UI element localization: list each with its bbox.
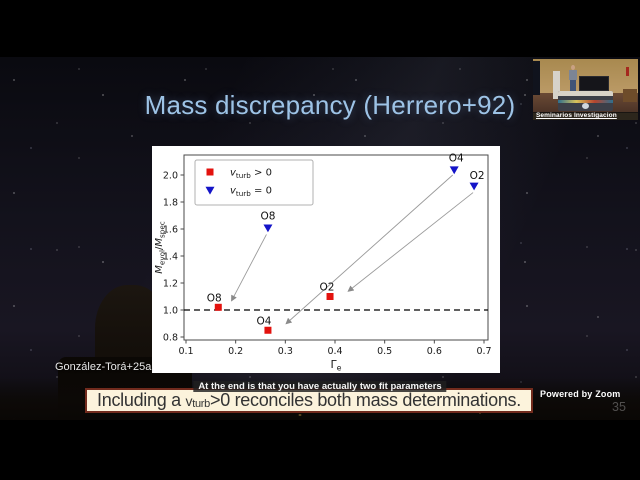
svg-text:0.6: 0.6 [427, 346, 442, 357]
speaker-head [571, 65, 575, 70]
svg-text:2.0: 2.0 [163, 170, 178, 181]
speaker-legs [570, 80, 576, 91]
svg-text:Γe: Γe [331, 358, 342, 373]
svg-text:Mevol/Mspec: Mevol/Mspec [154, 221, 167, 273]
svg-text:O8: O8 [207, 292, 222, 304]
svg-text:1.0: 1.0 [163, 305, 178, 316]
svg-text:vturb = 0: vturb = 0 [230, 186, 272, 199]
svg-text:1.8: 1.8 [163, 197, 178, 208]
svg-text:O4: O4 [449, 153, 464, 165]
powered-by-zoom: Powered by Zoom [540, 389, 621, 399]
svg-text:0.2: 0.2 [228, 346, 243, 357]
webcam-cabinet [623, 89, 637, 102]
svg-text:O8: O8 [260, 211, 275, 223]
svg-text:O4: O4 [256, 315, 271, 327]
speaker-torso [569, 70, 577, 80]
webcam-tile[interactable]: Seminarios Investigacion [533, 59, 638, 120]
desk-stripe [558, 100, 613, 103]
slide-title: Mass discrepancy (Herrero+92) [144, 90, 516, 120]
svg-text:1.2: 1.2 [163, 278, 178, 289]
citation: González-Torá+25a [55, 361, 152, 373]
desk-logo [582, 103, 589, 109]
takeaway-text-prefix: Including a [97, 390, 186, 410]
svg-text:0.7: 0.7 [476, 346, 491, 357]
svg-text:0.8: 0.8 [163, 332, 178, 343]
slide-page-number: 35 [612, 400, 626, 414]
svg-text:0.4: 0.4 [327, 346, 342, 357]
svg-text:O2: O2 [470, 170, 485, 182]
webcam-label: Seminarios Investigacion [533, 112, 638, 120]
svg-text:1.6: 1.6 [163, 224, 178, 235]
svg-text:0.3: 0.3 [278, 346, 293, 357]
svg-text:1.4: 1.4 [163, 251, 178, 262]
takeaway-var: v [185, 393, 193, 409]
takeaway-var-subscript: turb [192, 398, 210, 410]
live-caption: At the end is that you have actually two… [193, 381, 447, 392]
svg-text:O2: O2 [320, 282, 335, 294]
fire-extinguisher [626, 67, 629, 76]
desk-top [558, 91, 613, 96]
svg-text:0.5: 0.5 [377, 346, 392, 357]
svg-text:0.1: 0.1 [178, 346, 193, 357]
webcam-side-screen [533, 61, 540, 95]
chart-panel: 0.1 0.2 0.3 0.4 0.5 0.6 0.7 0.8 1.0 1.2 1.4 1.6 1.8 2… [152, 146, 500, 373]
webcam-wall-screens [579, 76, 609, 91]
takeaway-text-suffix: >0 reconciles both mass determinations. [209, 390, 521, 410]
mass-discrepancy-chart: 0.1 0.2 0.3 0.4 0.5 0.6 0.7 0.8 1.0 1.2 1.4 1.6 1.8 2… [154, 153, 492, 373]
webcam-podium-desk [558, 91, 613, 111]
svg-text:vturb > 0: vturb > 0 [230, 168, 272, 181]
webcam-pillar [553, 71, 560, 99]
takeaway-banner: Including a vturb>0 reconciles both mass… [85, 388, 533, 413]
